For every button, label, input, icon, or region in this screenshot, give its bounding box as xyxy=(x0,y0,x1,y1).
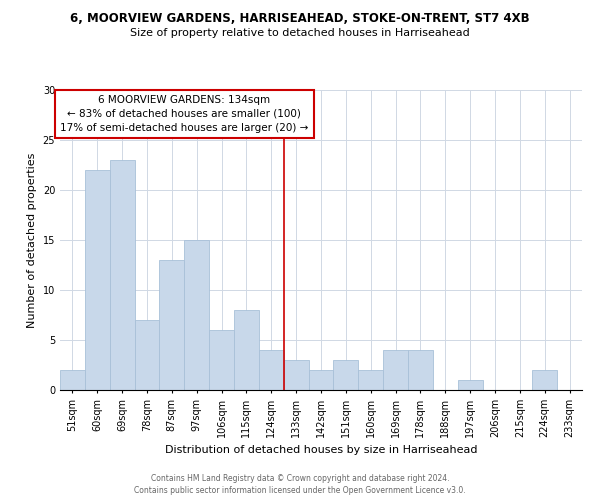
Text: 6 MOORVIEW GARDENS: 134sqm
← 83% of detached houses are smaller (100)
17% of sem: 6 MOORVIEW GARDENS: 134sqm ← 83% of deta… xyxy=(60,95,308,133)
Bar xyxy=(85,170,110,390)
Bar xyxy=(334,360,358,390)
Bar xyxy=(408,350,433,390)
X-axis label: Distribution of detached houses by size in Harriseahead: Distribution of detached houses by size … xyxy=(165,446,477,456)
Text: Contains HM Land Registry data © Crown copyright and database right 2024.
Contai: Contains HM Land Registry data © Crown c… xyxy=(134,474,466,495)
Bar xyxy=(60,370,85,390)
Bar xyxy=(234,310,259,390)
Bar xyxy=(134,320,160,390)
Bar xyxy=(383,350,408,390)
Bar xyxy=(358,370,383,390)
Bar xyxy=(284,360,308,390)
Bar xyxy=(110,160,134,390)
Y-axis label: Number of detached properties: Number of detached properties xyxy=(27,152,37,328)
Text: Size of property relative to detached houses in Harriseahead: Size of property relative to detached ho… xyxy=(130,28,470,38)
Bar xyxy=(209,330,234,390)
Bar xyxy=(458,380,482,390)
Text: 6, MOORVIEW GARDENS, HARRISEAHEAD, STOKE-ON-TRENT, ST7 4XB: 6, MOORVIEW GARDENS, HARRISEAHEAD, STOKE… xyxy=(70,12,530,26)
Bar xyxy=(532,370,557,390)
Bar xyxy=(259,350,284,390)
Bar xyxy=(160,260,184,390)
Bar xyxy=(184,240,209,390)
Bar xyxy=(308,370,334,390)
